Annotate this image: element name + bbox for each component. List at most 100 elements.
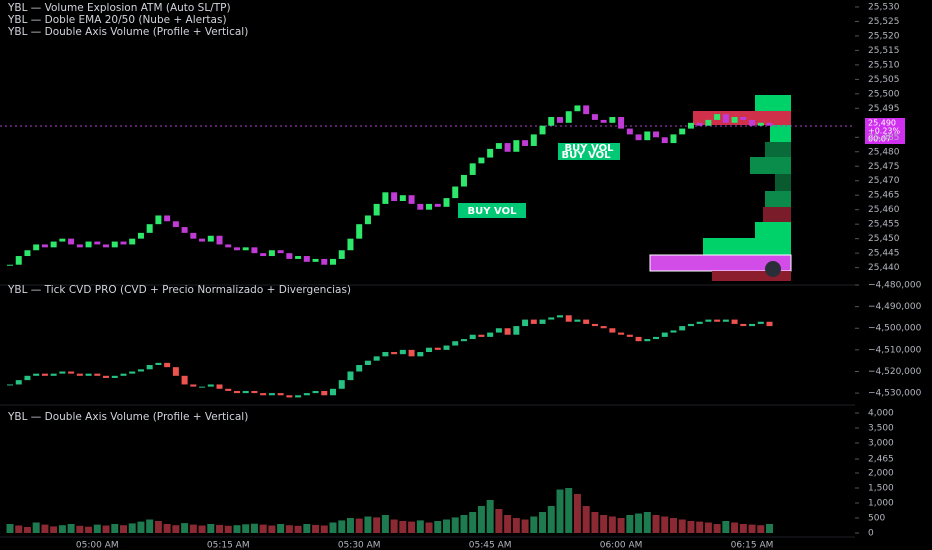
candle bbox=[146, 365, 153, 370]
y-tick-label: −4,480,000 bbox=[868, 281, 922, 291]
candle bbox=[408, 195, 415, 204]
candle bbox=[207, 235, 214, 242]
candle bbox=[303, 256, 310, 262]
candle bbox=[347, 238, 354, 251]
candle bbox=[426, 347, 433, 353]
volume-bar bbox=[312, 524, 320, 533]
candle bbox=[199, 386, 206, 388]
candle bbox=[661, 332, 668, 337]
price-change: +0.23% bbox=[868, 127, 901, 136]
y-tick-label: −4,490,000 bbox=[868, 302, 922, 312]
candle bbox=[7, 264, 13, 266]
volume-bar bbox=[259, 524, 267, 533]
candle bbox=[172, 221, 179, 228]
volume-bar bbox=[643, 512, 651, 533]
candle bbox=[408, 349, 415, 357]
volume-bar bbox=[6, 524, 14, 533]
y-tick-label: 25,495 bbox=[868, 104, 900, 114]
candle bbox=[609, 117, 616, 123]
candle bbox=[68, 238, 75, 245]
candle bbox=[382, 352, 389, 357]
volume-bar bbox=[748, 524, 756, 533]
volume-bar bbox=[329, 522, 337, 533]
volume-bar bbox=[277, 524, 285, 533]
candle bbox=[76, 244, 83, 248]
y-tick-label: 25,465 bbox=[868, 191, 900, 201]
candle bbox=[216, 235, 223, 245]
volume-bar bbox=[198, 525, 206, 533]
candle bbox=[364, 360, 371, 365]
volume-bar bbox=[416, 520, 424, 533]
candle bbox=[583, 105, 590, 115]
volume-bar bbox=[512, 518, 520, 533]
candle bbox=[321, 258, 328, 265]
candle bbox=[653, 131, 660, 138]
candle bbox=[679, 128, 686, 135]
y-tick-label: −4,520,000 bbox=[868, 367, 922, 377]
candle bbox=[609, 328, 616, 333]
y-tick-label: 1,000 bbox=[868, 499, 894, 509]
volume-bar bbox=[504, 515, 512, 533]
legend-entry: YBL — Double Axis Volume (Profile + Vert… bbox=[7, 26, 248, 38]
candle bbox=[399, 195, 406, 202]
candle bbox=[530, 134, 537, 146]
volume-bar bbox=[137, 521, 145, 533]
volume-bar bbox=[530, 516, 538, 533]
candle bbox=[487, 332, 494, 337]
volume-bar bbox=[722, 521, 730, 533]
candle bbox=[574, 105, 581, 112]
candle bbox=[286, 253, 293, 259]
candle bbox=[155, 215, 162, 225]
candle bbox=[504, 143, 511, 152]
volume-bar bbox=[85, 526, 93, 533]
volume-bar bbox=[390, 519, 398, 533]
candle bbox=[129, 371, 136, 374]
candle bbox=[548, 117, 555, 126]
candle bbox=[522, 140, 529, 146]
candle bbox=[199, 238, 206, 242]
candle bbox=[696, 122, 703, 126]
candle bbox=[469, 334, 476, 340]
volume-bar bbox=[189, 524, 197, 533]
pane-title: YBL — Tick CVD PRO (CVD + Precio Normali… bbox=[7, 284, 351, 296]
candle bbox=[111, 241, 118, 248]
volume-bar bbox=[600, 515, 608, 533]
volume-bar bbox=[731, 522, 739, 533]
candle bbox=[295, 395, 302, 398]
volume-bar bbox=[338, 520, 346, 533]
candle bbox=[696, 321, 703, 324]
volume-bar bbox=[704, 522, 712, 533]
volume-bar bbox=[469, 512, 477, 533]
candle bbox=[164, 215, 171, 222]
candle bbox=[172, 367, 179, 376]
candle bbox=[443, 198, 450, 207]
volume-bar bbox=[460, 515, 468, 533]
volume-bar bbox=[102, 525, 110, 533]
candle bbox=[478, 157, 485, 164]
x-tick-label: 05:15 AM bbox=[207, 541, 250, 550]
candle bbox=[356, 365, 363, 372]
annotation: BUY VOL bbox=[562, 150, 612, 161]
volume-bar bbox=[268, 525, 276, 533]
candle bbox=[539, 125, 546, 135]
volume-bar bbox=[669, 518, 677, 533]
candle bbox=[687, 122, 694, 129]
volume-bar bbox=[591, 512, 599, 533]
y-tick-label: 2,465 bbox=[868, 455, 894, 465]
candle bbox=[146, 224, 153, 233]
candle bbox=[155, 362, 162, 365]
x-tick-label: 05:30 AM bbox=[338, 541, 381, 550]
candle bbox=[120, 373, 127, 376]
candle bbox=[120, 241, 127, 245]
y-tick-label: 25,450 bbox=[868, 234, 900, 244]
candle bbox=[679, 326, 686, 331]
candle bbox=[24, 250, 31, 257]
candle bbox=[731, 117, 738, 123]
y-tick-label: 25,485 bbox=[868, 133, 900, 143]
volume-bar bbox=[303, 524, 311, 533]
candle bbox=[731, 319, 738, 324]
candle bbox=[225, 388, 232, 391]
candle bbox=[766, 321, 773, 327]
volume-bar bbox=[58, 525, 66, 533]
